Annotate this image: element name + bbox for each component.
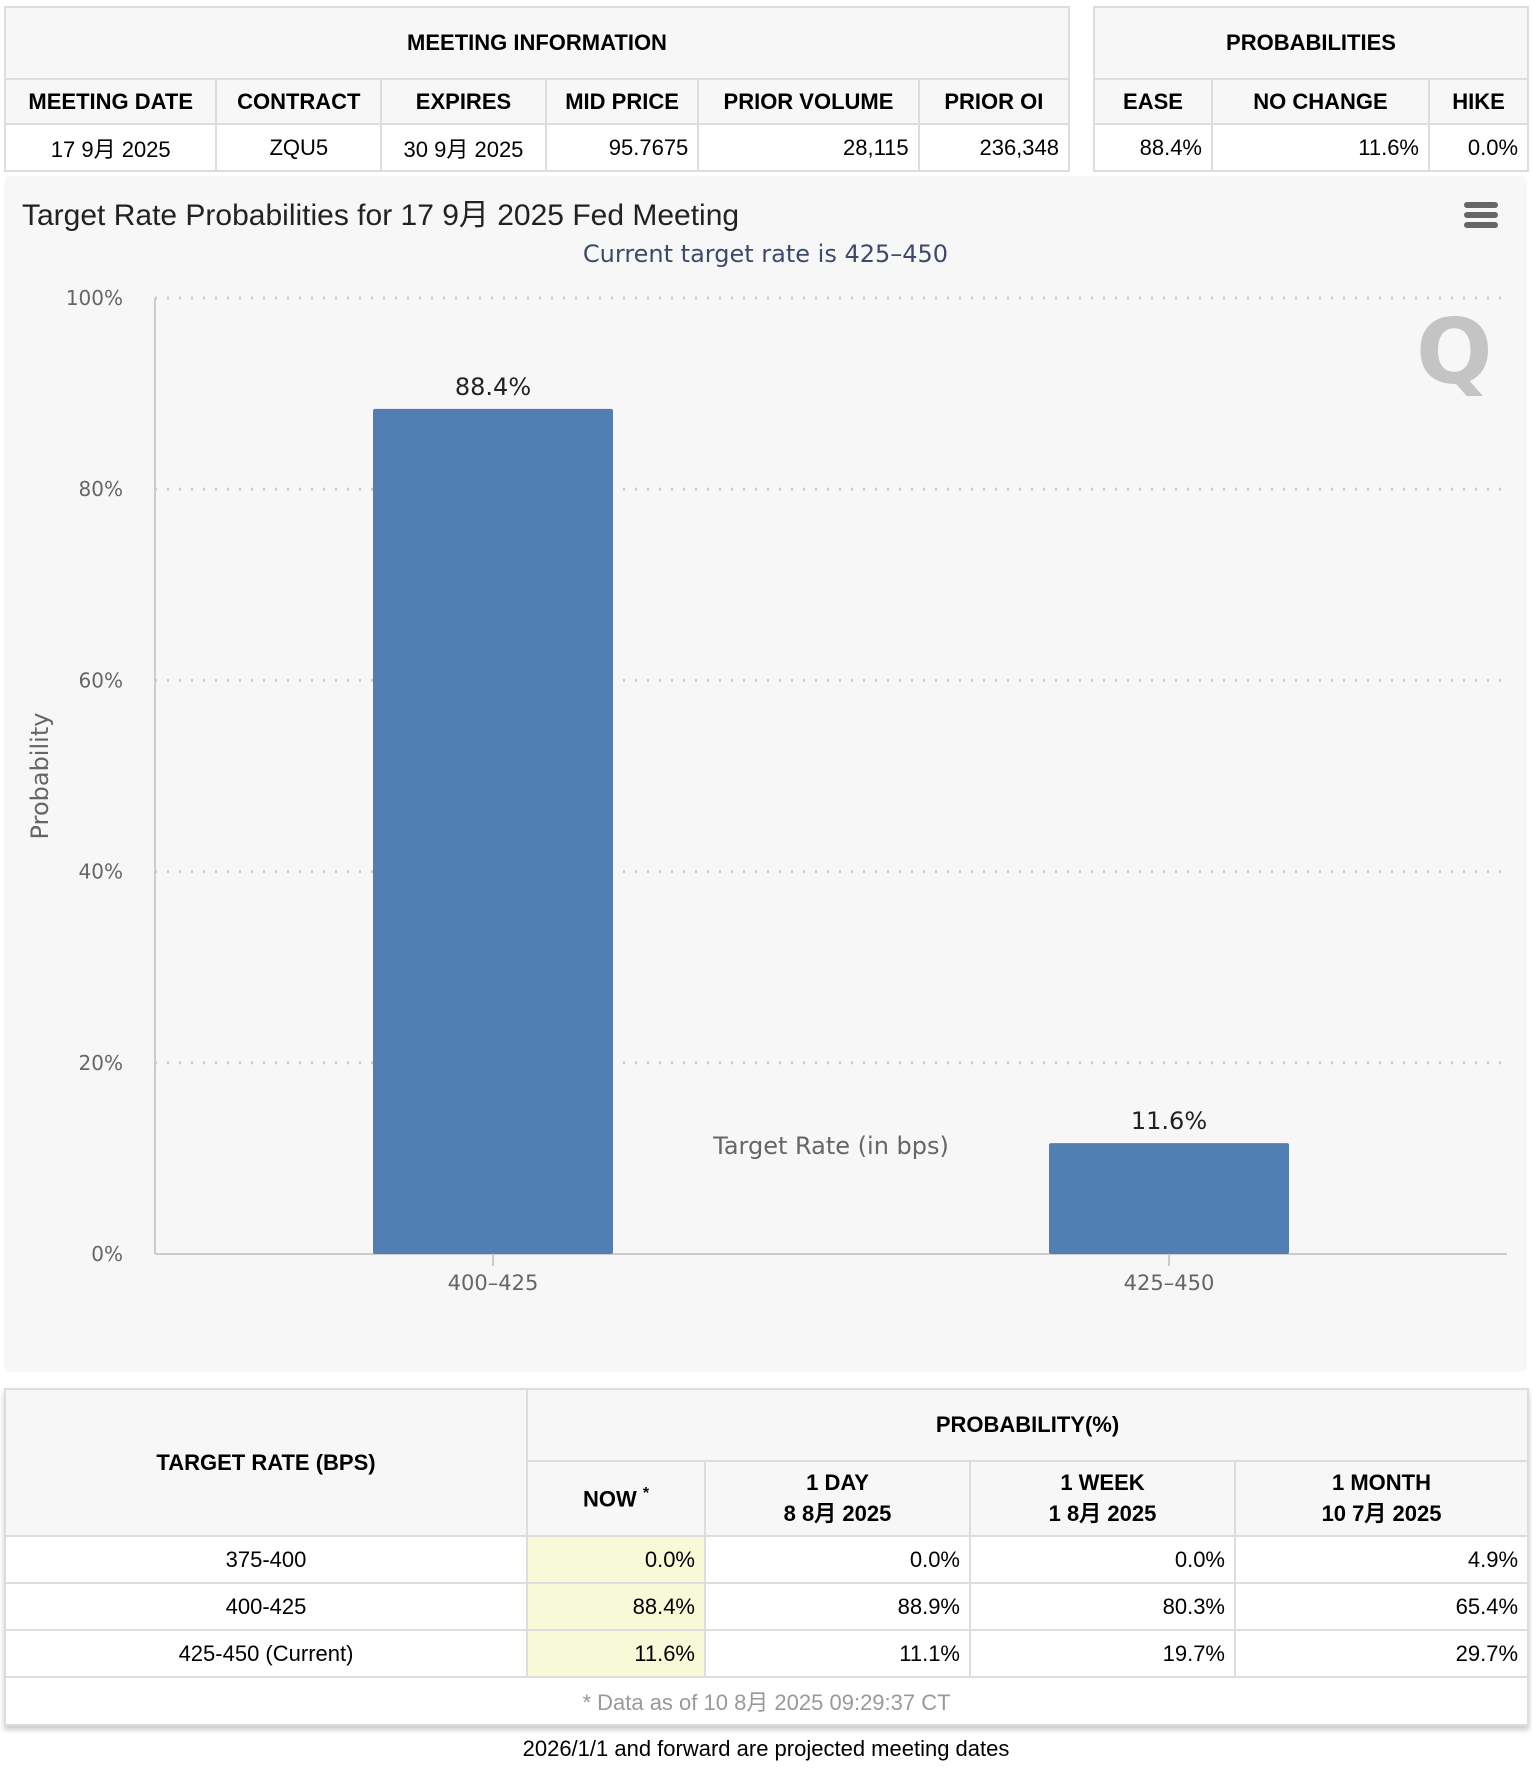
y-axis-title: Probability: [26, 713, 54, 840]
probability-cell: 0.0%: [704, 1535, 971, 1584]
y-tick-label: 60%: [79, 668, 123, 692]
probability-cell: 19.7%: [969, 1629, 1236, 1678]
probability-cell: 29.7%: [1233, 1629, 1530, 1678]
probability-cell: 88.9%: [704, 1582, 971, 1631]
projected-dates-note: 2026/1/1 and forward are projected meeti…: [522, 1736, 1010, 1761]
mid-price: 95.7675: [544, 123, 700, 172]
bar-chart: 0% 20% 40% 60% 80% 100% 88.4% 400–425 11.6% 425–4…: [26, 286, 1507, 1295]
table-row: 375-400 0.0% 0.0% 0.0% 4.9%: [4, 1535, 1530, 1584]
y-tick-label: 40%: [79, 860, 123, 884]
chart-panel: 0% 20% 40% 60% 80% 100% 88.4% 400–425 11.6% 425–4…: [4, 176, 1527, 1372]
meeting-info-table: MEETING INFORMATION MEETING DATE CONTRAC…: [3, 6, 1071, 172]
x-tick-label: 425–450: [1124, 1271, 1215, 1295]
bar-data-label: 11.6%: [1131, 1107, 1207, 1135]
header-1-day: 1 DAY 8 8月 2025: [704, 1460, 971, 1537]
contract: ZQU5: [215, 123, 383, 172]
header-no-change: NO CHANGE: [1211, 78, 1430, 125]
header-expires: EXPIRES: [380, 78, 547, 125]
header-1-week: 1 WEEK 1 8月 2025: [969, 1460, 1236, 1537]
header-1-month: 1 MONTH 10 7月 2025: [1233, 1460, 1530, 1537]
target-rate: 425-450 (Current): [4, 1629, 528, 1678]
header-ease: EASE: [1093, 78, 1213, 125]
header-target-rate: TARGET RATE (BPS): [4, 1388, 528, 1537]
probability-cell: 0.0%: [969, 1535, 1236, 1584]
header-mid-price: MID PRICE: [544, 78, 700, 125]
probabilities-title: PROBABILITIES: [1092, 6, 1530, 80]
bar: [373, 408, 613, 1254]
ease-value: 88.4%: [1093, 123, 1213, 172]
header-prior-oi: PRIOR OI: [917, 78, 1071, 125]
y-tick-label: 80%: [79, 477, 123, 501]
header-probability: PROBABILITY(%): [525, 1388, 1530, 1462]
y-tick-label: 0%: [91, 1242, 123, 1266]
hike-value: 0.0%: [1427, 123, 1530, 172]
bar: [1049, 1143, 1289, 1254]
y-tick-label: 20%: [79, 1051, 123, 1075]
probability-cell: 65.4%: [1233, 1582, 1530, 1631]
header-contract: CONTRACT: [215, 78, 383, 125]
probability-cell: 80.3%: [969, 1582, 1236, 1631]
probability-table: TARGET RATE (BPS) PROBABILITY(%) NOW * 1…: [3, 1388, 1530, 1726]
header-now: NOW *: [526, 1460, 706, 1537]
probability-cell: 0.0%: [526, 1535, 706, 1584]
prior-oi: 236,348: [917, 123, 1071, 172]
probabilities-table: PROBABILITIES EASE NO CHANGE HIKE 88.4% …: [1092, 6, 1530, 172]
chart-title: Target Rate Probabilities for 17 9月 2025…: [22, 199, 740, 232]
header-meeting-date: MEETING DATE: [3, 78, 218, 125]
probability-cell: 4.9%: [1233, 1535, 1530, 1584]
hamburger-menu-icon[interactable]: [1464, 202, 1498, 232]
y-tick-label: 100%: [66, 286, 123, 310]
meeting-date: 17 9月 2025: [3, 123, 218, 172]
bar-data-label: 88.4%: [455, 373, 531, 401]
header-prior-volume: PRIOR VOLUME: [697, 78, 920, 125]
prior-volume: 28,115: [697, 123, 920, 172]
probability-cell: 88.4%: [526, 1582, 706, 1631]
x-tick-label: 400–425: [448, 1271, 539, 1295]
data-timestamp: * Data as of 10 8月 2025 09:29:37 CT: [3, 1676, 1530, 1726]
table-row: 425-450 (Current) 11.6% 11.1% 19.7% 29.7%: [4, 1629, 1530, 1678]
meeting-info-title: MEETING INFORMATION: [4, 6, 1070, 80]
target-rate: 375-400: [4, 1535, 528, 1584]
x-axis-title: Target Rate (in bps): [712, 1132, 949, 1160]
table-row: 400-425 88.4% 88.9% 80.3% 65.4%: [4, 1582, 1530, 1631]
probability-cell: 11.1%: [704, 1629, 971, 1678]
quikstrike-watermark-logo: Q: [1416, 300, 1493, 405]
chart-subtitle: Current target rate is 425–450: [582, 240, 949, 268]
expires: 30 9月 2025: [380, 123, 547, 172]
no-change-value: 11.6%: [1211, 123, 1430, 172]
target-rate: 400-425: [4, 1582, 528, 1631]
probability-cell: 11.6%: [526, 1629, 706, 1678]
header-hike: HIKE: [1427, 78, 1530, 125]
